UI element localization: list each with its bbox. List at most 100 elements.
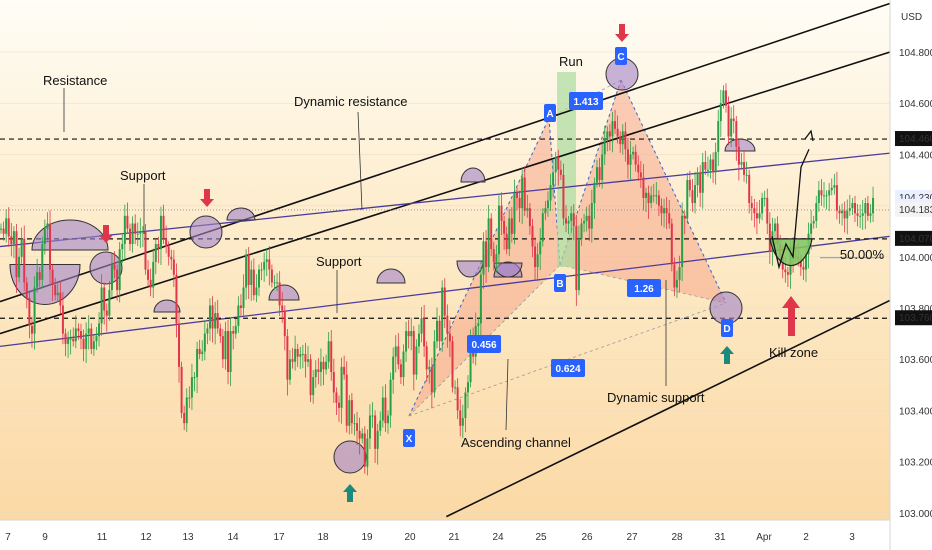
y-tick-label: 103.800	[899, 304, 932, 315]
x-tick-label: 20	[404, 532, 416, 543]
candle-body	[833, 185, 836, 188]
candle-body	[103, 287, 106, 311]
candle-body	[208, 305, 211, 329]
candle-body	[190, 377, 193, 398]
price-tag-label: 103.760	[899, 313, 932, 324]
candle-body	[79, 331, 82, 339]
candle-body	[162, 215, 165, 239]
candle-body	[224, 331, 227, 360]
candle-body	[464, 392, 467, 419]
candle-body	[841, 210, 844, 214]
candle-body	[479, 274, 482, 324]
candle-body	[105, 310, 108, 316]
candle-body	[714, 151, 717, 173]
candle-body	[454, 387, 457, 389]
candle-body	[686, 180, 689, 219]
x-tick-label: 25	[535, 532, 547, 543]
candle-body	[518, 197, 521, 209]
candle-body	[425, 346, 428, 370]
x-tick-label: 27	[626, 532, 638, 543]
x-tick-label: 17	[273, 532, 285, 543]
x-axis: 7 9 11 12 13 14 17 18 19 20 21 24 25 26 27 28 31 Apr 2 3	[5, 532, 855, 543]
candle-body	[255, 287, 258, 296]
candle-body	[356, 423, 359, 431]
price-tag-label: 104.183	[899, 205, 932, 216]
candle-body	[761, 197, 764, 214]
annotation-label: Kill zone	[769, 345, 818, 360]
candle-body	[843, 210, 846, 219]
candle-body	[312, 377, 315, 396]
x-tick-label: 7	[5, 532, 11, 543]
ratio-badge	[627, 279, 661, 297]
candle-body	[144, 231, 147, 270]
x-tick-label: 2	[803, 532, 809, 543]
candle-body	[270, 269, 273, 283]
candle-body	[732, 118, 735, 122]
candle-body	[505, 233, 508, 250]
candle-body	[583, 220, 586, 224]
ratio-label: 0.624	[555, 364, 580, 375]
candle-body	[634, 151, 637, 165]
touch-circle	[189, 215, 223, 249]
candle-body	[30, 325, 33, 334]
y-tick-label: 104.000	[899, 253, 932, 264]
candle-body	[36, 272, 39, 288]
candle-body	[552, 172, 555, 186]
candle-body	[126, 215, 129, 229]
candle-body	[87, 328, 90, 334]
candle-body	[258, 269, 260, 288]
x-tick-label: 18	[317, 532, 329, 543]
candle-body	[521, 177, 524, 209]
candle-body	[92, 341, 95, 349]
candle-body	[136, 233, 139, 235]
candle-body	[856, 213, 859, 216]
touch-circle	[89, 251, 123, 285]
candle-body	[681, 215, 684, 268]
candle-body	[291, 359, 294, 362]
candle-body	[755, 213, 758, 219]
candle-body	[799, 259, 802, 268]
candle-body	[701, 162, 704, 193]
candle-body	[466, 382, 469, 393]
x-tick-label: 26	[581, 532, 593, 543]
candle-body	[632, 151, 635, 155]
candle-body	[340, 366, 343, 408]
candle-body	[147, 269, 150, 280]
pattern-point-label: C	[617, 52, 624, 63]
candle-body	[98, 323, 101, 337]
candle-body	[265, 259, 268, 262]
candle-body	[95, 336, 98, 342]
candle-body	[175, 274, 178, 324]
candle-body	[616, 128, 619, 137]
candle-body	[399, 364, 402, 378]
candle-body	[25, 282, 28, 298]
candle-body	[730, 118, 733, 137]
candle-body	[198, 348, 201, 355]
candle-body	[650, 195, 653, 204]
candle-body	[196, 348, 199, 378]
candle-body	[469, 338, 472, 383]
candle-body	[389, 379, 392, 416]
candle-body	[361, 433, 364, 439]
candle-body	[268, 259, 271, 270]
candle-body	[116, 269, 119, 291]
candle-body	[384, 397, 387, 424]
y-tick-label: 103.200	[899, 458, 932, 469]
candle-body	[691, 190, 694, 204]
candle-body	[286, 336, 289, 380]
candle-body	[510, 218, 513, 234]
candle-body	[694, 185, 697, 204]
candle-body	[392, 356, 395, 380]
label-pointers	[63, 88, 667, 431]
candle-body	[603, 139, 606, 155]
touch-semicircle	[460, 167, 486, 183]
candle-body	[402, 351, 405, 378]
candle-body	[67, 338, 70, 344]
annotation-label: Ascending channel	[461, 435, 571, 450]
candle-body	[5, 218, 8, 234]
x-tick-label: Apr	[756, 532, 772, 543]
candle-body	[33, 287, 36, 334]
ratio-label: 0.456	[471, 340, 496, 351]
candle-body	[812, 220, 815, 224]
candle-body	[588, 215, 591, 229]
